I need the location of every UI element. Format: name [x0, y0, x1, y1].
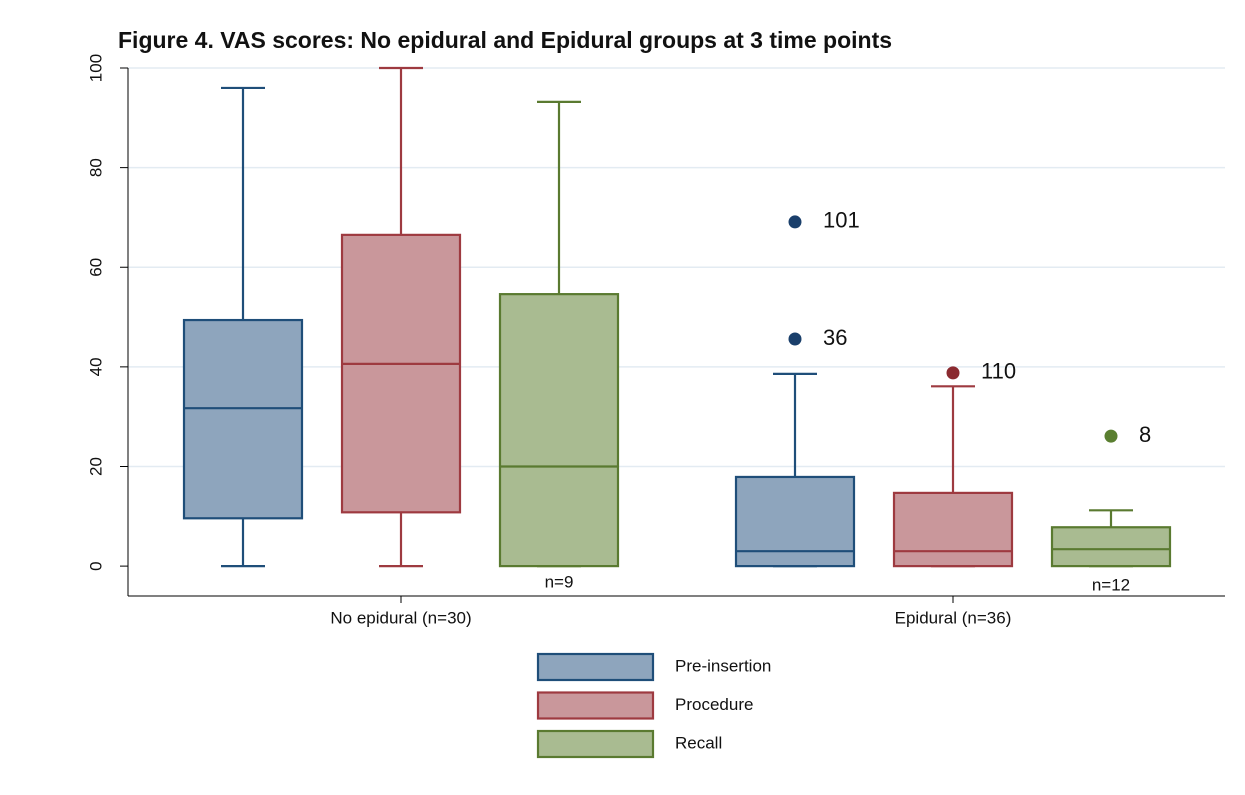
outlier-label: 36: [823, 325, 847, 350]
annotation: n=9: [545, 572, 574, 591]
box: [892, 491, 1014, 568]
outlier-label: 101: [823, 208, 860, 233]
legend-swatch: [536, 691, 655, 720]
y-tick-label: 100: [86, 54, 105, 82]
annotation: n=12: [1092, 575, 1130, 594]
outlier: [946, 366, 960, 380]
outlier: [788, 332, 802, 346]
y-tick-label: 60: [86, 258, 105, 277]
outlier: [1104, 429, 1118, 443]
x-tick-label: Epidural (n=36): [895, 608, 1012, 627]
chart-title: Figure 4. VAS scores: No epidural and Ep…: [118, 27, 892, 53]
box: [182, 318, 304, 520]
y-tick-label: 40: [86, 357, 105, 376]
legend-label: Procedure: [675, 695, 753, 714]
legend-swatch: [536, 652, 655, 682]
box: [340, 233, 462, 514]
legend-swatch: [536, 729, 655, 759]
box: [734, 475, 856, 568]
y-tick-label: 0: [86, 561, 105, 570]
outlier: [788, 215, 802, 229]
outlier-label: 8: [1139, 422, 1151, 447]
x-tick-label: No epidural (n=30): [330, 608, 471, 627]
outlier-label: 110: [981, 359, 1016, 384]
legend-label: Recall: [675, 733, 722, 752]
y-tick-label: 80: [86, 158, 105, 177]
box: [1050, 526, 1172, 568]
legend-label: Pre-insertion: [675, 656, 771, 675]
y-tick-label: 20: [86, 457, 105, 476]
box: [498, 293, 620, 568]
